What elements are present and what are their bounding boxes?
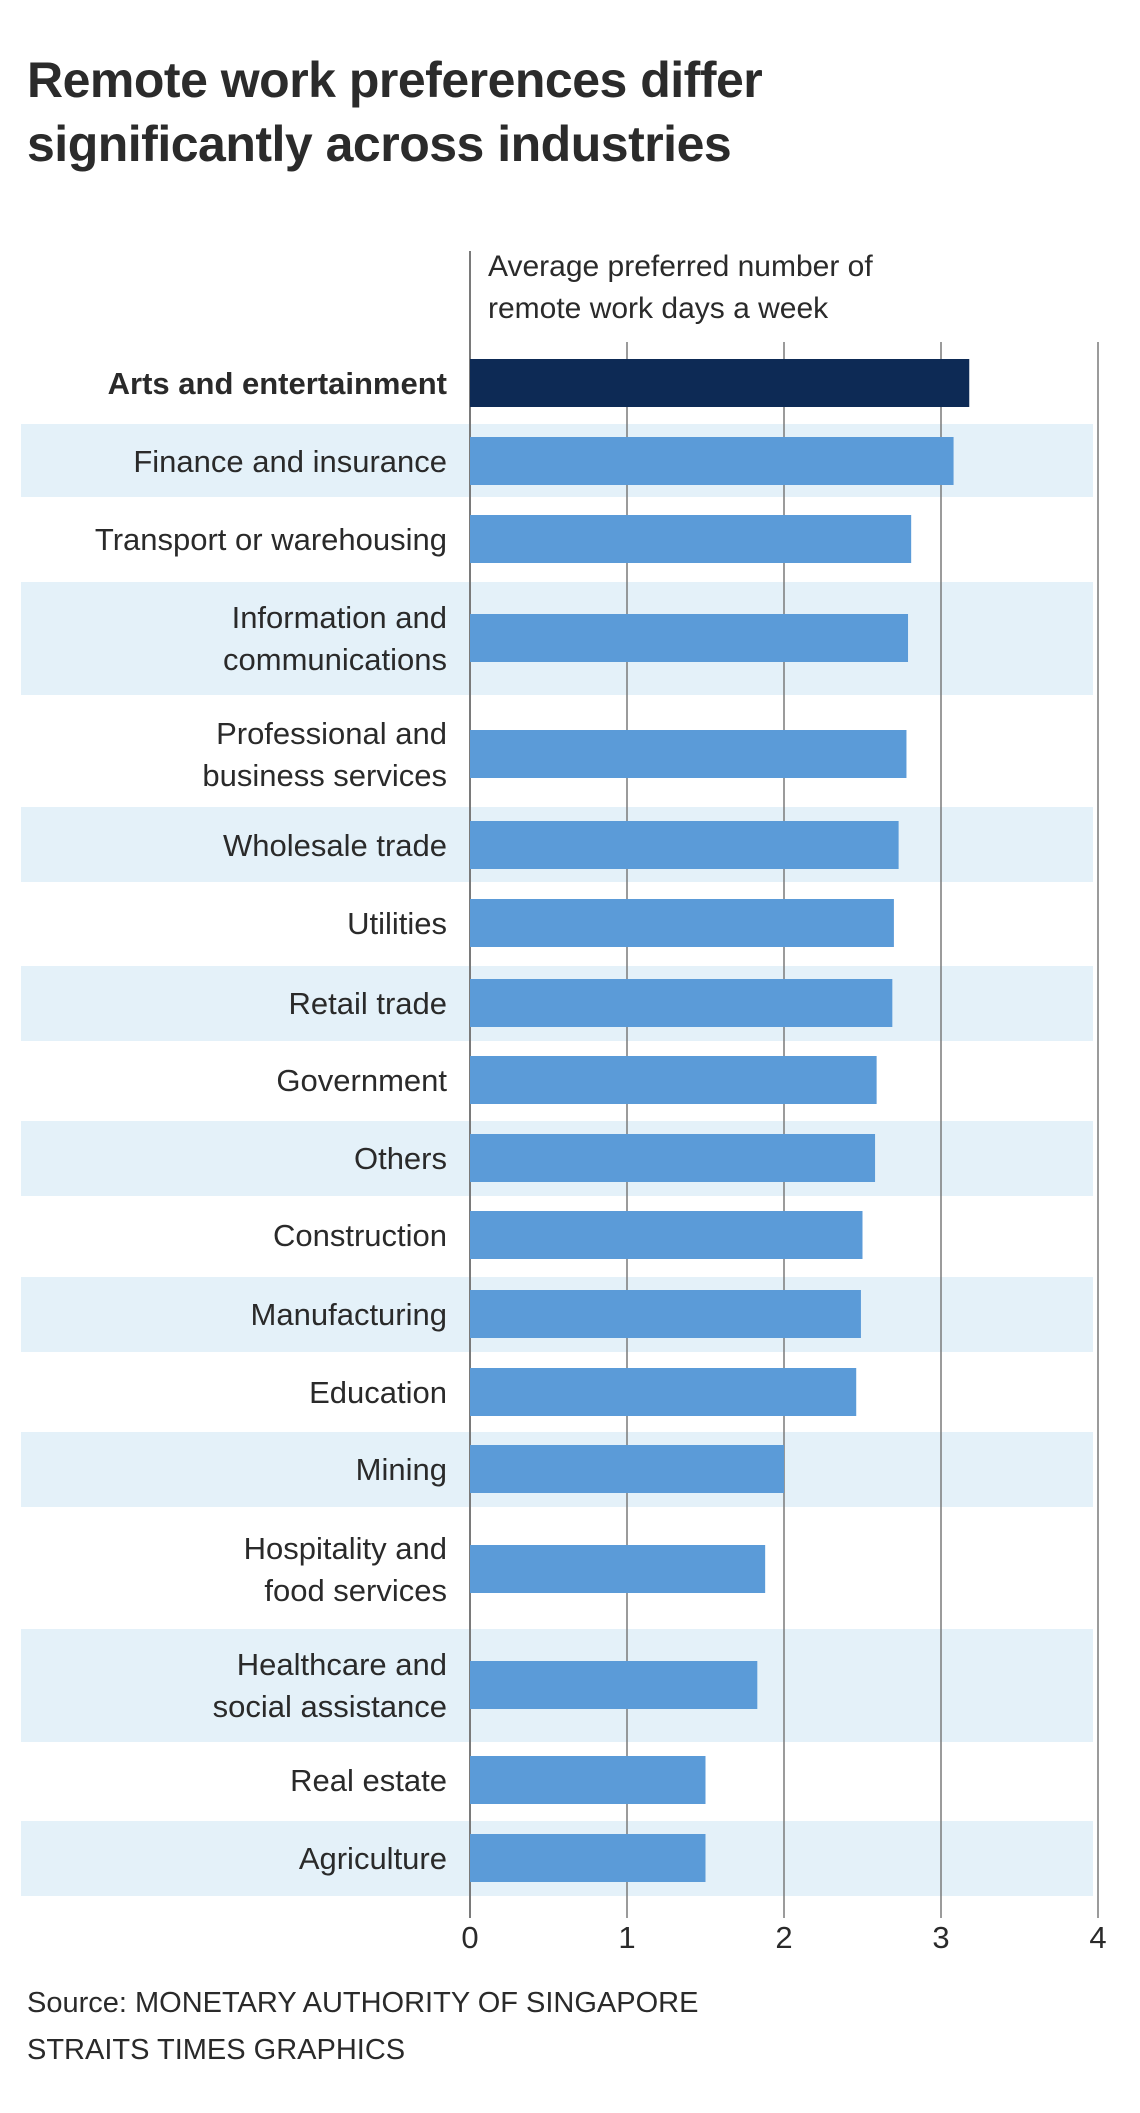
category-label: social assistance — [213, 1689, 447, 1724]
bar — [470, 1368, 857, 1416]
bar — [470, 1134, 876, 1182]
chart-title-line-2: significantly across industries — [27, 116, 732, 172]
axis-unit-label-line-2: remote work days a week — [488, 292, 829, 325]
x-tick-label: 0 — [461, 1920, 478, 1955]
category-label: communications — [223, 642, 447, 677]
category-label: Others — [354, 1141, 447, 1176]
bar — [470, 1445, 784, 1493]
bar — [470, 821, 899, 869]
bar — [470, 1545, 766, 1593]
category-label: Real estate — [290, 1763, 447, 1798]
category-label: Agriculture — [299, 1841, 447, 1876]
bar — [470, 1056, 877, 1104]
bar — [470, 1834, 706, 1882]
category-label: Hospitality and — [244, 1531, 447, 1566]
category-label: business services — [202, 758, 447, 793]
chart-title-line-1: Remote work preferences differ — [27, 52, 763, 108]
axis-unit-label-line-1: Average preferred number of — [488, 250, 873, 283]
category-label: Information and — [232, 600, 447, 635]
bar — [470, 730, 907, 778]
category-label: Construction — [273, 1218, 447, 1253]
category-label: Utilities — [347, 906, 447, 941]
bar — [470, 614, 909, 662]
category-labels: Arts and entertainment Finance and insura… — [95, 366, 447, 1876]
bar-highlight — [470, 359, 970, 407]
x-tick-label: 3 — [932, 1920, 949, 1955]
category-label: Transport or warehousing — [95, 522, 447, 557]
category-label: Manufacturing — [251, 1297, 447, 1332]
bar — [470, 1290, 861, 1338]
category-label: food services — [264, 1573, 447, 1608]
category-label: Government — [276, 1063, 447, 1098]
bar — [470, 1211, 863, 1259]
chart-title: Remote work preferences differ significa… — [27, 48, 1127, 176]
bar — [470, 899, 894, 947]
credit-note: STRAITS TIMES GRAPHICS — [27, 2034, 406, 2066]
category-label: Education — [309, 1375, 447, 1410]
category-label: Retail trade — [288, 986, 447, 1021]
axis-unit-label: Average preferred number of remote work … — [488, 246, 873, 330]
category-label: Finance and insurance — [133, 444, 447, 479]
bar — [470, 1661, 758, 1709]
category-label: Wholesale trade — [223, 828, 447, 863]
x-tick-label: 2 — [775, 1920, 792, 1955]
x-tick-label: 1 — [618, 1920, 635, 1955]
bar — [470, 515, 912, 563]
source-note: Source: MONETARY AUTHORITY OF SINGAPORE — [27, 1987, 699, 2019]
footer: Source: MONETARY AUTHORITY OF SINGAPORE … — [27, 1980, 698, 2074]
category-label: Arts and entertainment — [108, 366, 447, 401]
x-tick-labels: 0 1 2 3 4 — [461, 1920, 1106, 1955]
x-tick-label: 4 — [1089, 1920, 1106, 1955]
bar — [470, 1756, 706, 1804]
bar — [470, 437, 954, 485]
bar — [470, 979, 893, 1027]
category-label: Healthcare and — [237, 1647, 447, 1682]
category-label: Professional and — [216, 716, 447, 751]
category-label: Mining — [356, 1452, 447, 1487]
bars — [470, 359, 970, 1882]
